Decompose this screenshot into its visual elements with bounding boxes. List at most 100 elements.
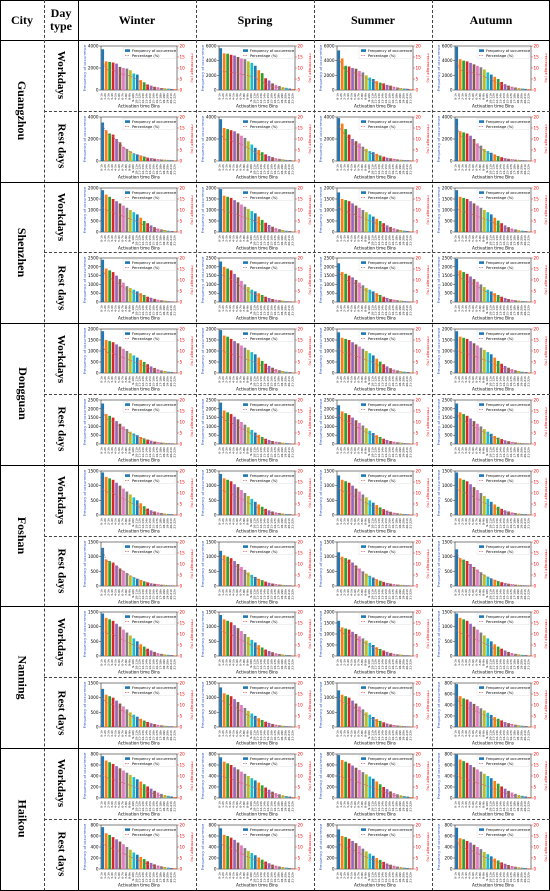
bar [257,357,261,374]
y2-axis-label: Percentage (%) [426,53,429,83]
bar [139,359,143,374]
x-tick-label: 16-17h [155,305,159,316]
bar [351,277,354,303]
bar [129,849,132,869]
bar [236,628,240,657]
y2-tick-label: 15 [534,55,540,60]
x-tick-label: 8-9h [245,305,249,312]
x-tick-label: 12-13h [377,801,381,812]
bar [170,655,174,657]
x-tick-label: 6-7h [474,801,478,808]
x-tick-label: 5-6h [353,164,357,171]
y-tick-label: 2000 [206,406,217,411]
y2-tick-label: 5 [180,360,183,365]
bar [337,191,341,232]
y2-axis-label: Percentage (%) [308,124,311,154]
x-tick-label: 15-16h [270,589,274,600]
bar [496,580,500,586]
x-tick-label: 18-19h [398,730,402,741]
y2-tick-label: 0 [416,512,419,517]
x-tick-label: 2-3h [225,872,229,879]
x-tick-label: 16-17h [509,164,513,175]
bar [396,87,399,90]
x-tick-label: 15-16h [506,730,510,741]
y-tick-label: 0 [214,654,217,659]
chart-panel: 0 2000 4000 0 5 10 15 20 0-1h 1-2h 2-3h 3-4h 4-5h 5-6… [81,42,193,109]
legend-line-label: Percentage (%) [250,833,278,837]
percentage-line [456,206,530,232]
bar [521,584,524,586]
x-tick-label: 7-8h [478,730,482,737]
y2-tick-label: 10 [534,66,540,71]
x-tick-label: 18-19h [398,93,402,104]
chart-panel: 0 500 1000 1500 2000 0 5 10 15 20 0-1h 1-2h 2-3h 3-4h… [435,325,547,392]
bar [125,68,129,90]
y-axis-label: Frequency of occurrence [318,398,323,445]
bar [476,282,479,303]
x-tick-label: 1-2h [457,801,461,808]
x-tick-label: 3-4h [346,589,350,596]
x-tick-label: 16-17h [155,376,159,387]
x-tick-label: 18-19h [280,235,284,246]
x-axis-label: Activation time Bins [354,812,396,817]
x-tick-label: 6-7h [474,872,478,879]
y-axis-label: Frequency of occurrence [318,44,323,91]
bar [365,497,368,515]
x-tick-label: 19-20h [401,801,405,812]
bar [260,859,264,869]
bar [253,147,257,161]
bar [493,858,497,869]
legend-bar-label: Frequency of occurrence [486,49,531,53]
bar [378,436,382,444]
x-tick-label: 18-19h [162,518,166,529]
y-tick-label: 0 [450,866,453,871]
x-tick-label: 15-16h [270,376,274,387]
x-axis-label: Activation time Bins [354,599,396,604]
x-tick-label: 6-7h [474,589,478,596]
x-tick-label: 5-6h [353,93,357,100]
y-tick-label: 0 [96,300,99,305]
y-tick-label: 1000 [206,695,217,700]
y-axis-label: Frequency of occurrence [318,327,323,374]
y2-axis-label: Percentage (%) [426,691,429,721]
x-tick-label: 20-21h [523,659,527,670]
percentage-line [220,774,294,798]
x-tick-label: 14-15h [148,376,152,387]
bar [406,88,410,90]
x-tick-label: 14-15h [148,164,152,175]
y-tick-label: 2000 [442,265,453,270]
x-tick-label: 7-8h [242,164,246,171]
y2-tick-label: 15 [298,409,304,414]
daytype-separator [44,677,550,679]
x-tick-label: 13-14h [145,659,149,670]
x-tick-label: 13-14h [381,93,385,104]
bar [243,708,247,728]
percentage-line [220,68,294,90]
bar [122,205,125,232]
x-tick-label: 19-20h [283,518,287,529]
y2-tick-label: 0 [180,512,183,517]
y2-tick-label: 5 [416,501,419,506]
bar [337,405,341,444]
bar [507,85,510,90]
bar [465,339,469,374]
bar [503,366,507,374]
y2-axis-label: Percentage (%) [190,549,193,579]
x-tick-label: 12-13h [141,589,145,600]
y2-tick-label: 0 [298,442,301,447]
y-tick-label: 1000 [324,349,335,354]
x-tick-label: 3-4h [228,518,232,525]
x-tick-label: 8-9h [481,305,485,312]
x-tick-label: 21-22h [290,589,294,600]
y2-tick-label: 15 [416,763,422,768]
bar [149,862,153,869]
x-tick-label: 16-17h [391,589,395,600]
x-tick-label: 16-17h [273,305,277,316]
